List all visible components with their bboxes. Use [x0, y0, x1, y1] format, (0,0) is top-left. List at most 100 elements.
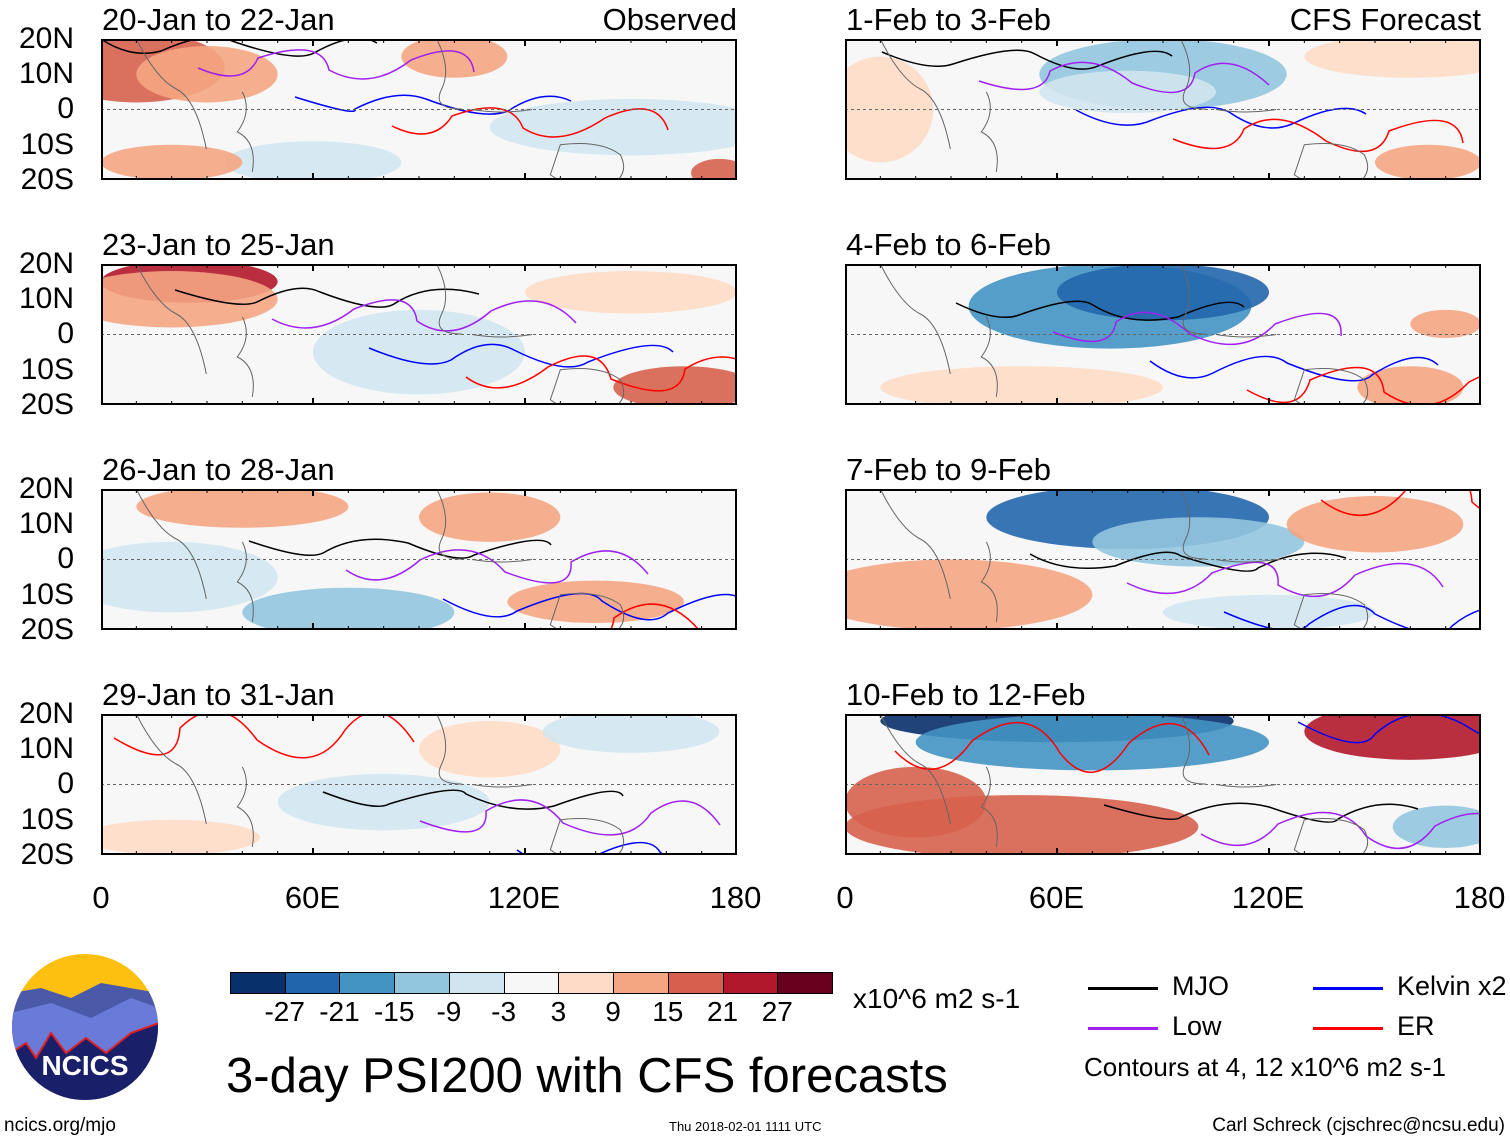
legend-label: Low [1172, 1011, 1222, 1041]
anomaly-shading [101, 144, 243, 180]
anomaly-shading [507, 580, 684, 623]
contour-line [1103, 802, 1419, 823]
colorbar-swatch [722, 972, 779, 994]
anomaly-shading [65, 271, 278, 328]
map-panel [65, 260, 771, 412]
lat-tick-label: 0 [57, 767, 74, 801]
coastline [135, 263, 625, 412]
lon-tick-label: 120E [1231, 880, 1305, 915]
anomaly-shading [1357, 366, 1464, 409]
figure-title: 3-day PSI200 with CFS forecasts [226, 1049, 948, 1103]
contour-line [419, 799, 721, 836]
legend-line-er [1313, 1027, 1383, 1030]
coastline [135, 488, 625, 637]
contour-line [294, 94, 572, 115]
coastline [135, 38, 625, 187]
anomaly-shading [313, 309, 525, 395]
lat-tick-label: 20S [20, 612, 74, 646]
lat-tick-label: 0 [57, 92, 74, 126]
contour-line [894, 721, 1210, 774]
anomaly-shading [1286, 496, 1464, 553]
contour-line [345, 549, 649, 584]
colorbar-label: -3 [491, 996, 517, 1027]
colorbar-swatch [284, 972, 341, 994]
contour-line [248, 538, 552, 559]
logo-text: NCICS [41, 1050, 129, 1081]
contour-line [113, 710, 415, 759]
lon-tick-label: 60E [284, 880, 341, 915]
lat-tick-label: 20S [20, 837, 74, 871]
anomaly-shading [83, 819, 260, 855]
contour-line [322, 789, 624, 810]
colorbar-swatch [503, 972, 560, 994]
lat-tick-label: 20N [18, 247, 74, 280]
panel-title: 1-Feb to 3-Feb [846, 2, 1052, 37]
panel-title: 26-Jan to 28-Jan [102, 452, 335, 487]
anomaly-shading [1163, 594, 1375, 630]
colorbar-label: -27 [264, 996, 305, 1027]
contour-line [391, 107, 669, 138]
anomaly-shading [242, 587, 455, 638]
contour-line [1075, 106, 1367, 129]
lat-tick-label: 0 [57, 317, 74, 351]
map-panel [47, 31, 773, 188]
panel-title: 10-Feb to 12-Feb [846, 677, 1086, 712]
legend-line-mjo [1088, 987, 1158, 990]
anomaly-shading [224, 141, 402, 184]
anomaly-shading [419, 492, 561, 542]
colorbar-label: -9 [436, 996, 462, 1027]
colorbar-label: -15 [373, 996, 415, 1027]
lat-tick-label: 20S [20, 387, 74, 421]
anomaly-shading [401, 35, 508, 78]
anomaly-shading [542, 710, 720, 753]
lat-tick-label: 10S [20, 352, 74, 386]
panel-tag: Observed [602, 2, 737, 37]
contour-line [1029, 551, 1347, 572]
lat-tick-label: 20N [18, 472, 74, 505]
coastline [879, 713, 1369, 862]
legend-line-kelvin-x2 [1313, 987, 1383, 990]
contour-note: Contours at 4, 12 x10^6 m2 s-1 [1084, 1052, 1446, 1082]
lat-tick-label: 10S [20, 127, 74, 161]
footer-url[interactable]: ncics.org/mjo [4, 1115, 116, 1136]
lat-tick-label: 10S [20, 802, 74, 836]
colorbar-label: 27 [761, 996, 793, 1027]
lon-tick-label: 120E [487, 880, 561, 915]
contour-line [1172, 118, 1464, 153]
anomaly-shading [65, 541, 278, 613]
contour-line [978, 61, 1270, 94]
lat-tick-label: 10N [18, 507, 74, 541]
anomaly-shading [827, 56, 934, 163]
legend-label: MJO [1172, 971, 1229, 1001]
contour-line [1320, 473, 1510, 520]
contour-line [1149, 355, 1439, 382]
anomaly-shading [1375, 144, 1481, 180]
contour-line [368, 343, 674, 368]
legend-line-low [1088, 1027, 1158, 1030]
map-panel [844, 699, 1510, 862]
anomaly-shading [1392, 805, 1499, 848]
lon-tick-label: 0 [836, 880, 854, 915]
map-panel [65, 485, 843, 646]
contour-line [955, 300, 1245, 321]
colorbar-label: 15 [652, 996, 684, 1027]
anomaly-shading [1410, 309, 1481, 339]
lat-tick-label: 10N [18, 57, 74, 91]
contour-line [881, 49, 1173, 70]
lat-tick-label: 20N [18, 22, 74, 55]
panel-title: 7-Feb to 9-Feb [846, 452, 1052, 487]
panel-title: 29-Jan to 31-Jan [102, 677, 335, 712]
contour-line [174, 287, 480, 308]
panel-tag: CFS Forecast [1289, 2, 1481, 37]
anomaly-shading [136, 46, 278, 103]
colorbar-label: 21 [706, 996, 739, 1027]
ncics-logo [11, 953, 159, 1101]
contour-line [1126, 561, 1444, 598]
anomaly-shading [277, 773, 490, 831]
map-panel [844, 263, 1510, 412]
map-panel [809, 473, 1510, 637]
anomaly-shading [136, 485, 349, 528]
anomaly-shading [1304, 35, 1510, 78]
legend-label: Kelvin x2 [1397, 971, 1507, 1001]
